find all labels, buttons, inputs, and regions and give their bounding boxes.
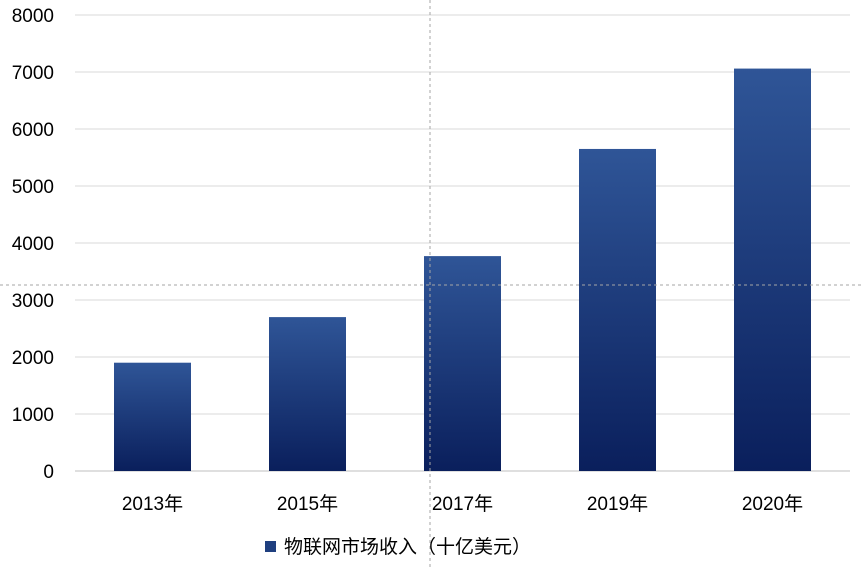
x-tick-label: 2017年 [432,493,493,515]
bar-2020年 [734,68,811,471]
legend-swatch [265,541,276,552]
x-tick-label: 2019年 [587,493,648,515]
bar-2019年 [579,148,656,471]
x-tick-label: 2013年 [122,493,183,515]
x-tick-label: 2015年 [277,493,338,515]
legend: 物联网市场收入（十亿美元） [265,536,531,558]
bar-2013年 [114,362,191,471]
y-tick-label: 0 [43,462,54,483]
bar-2017年 [424,256,501,471]
y-tick-label: 3000 [12,291,54,312]
legend-label: 物联网市场收入（十亿美元） [284,536,531,558]
x-tick-label: 2020年 [742,493,803,515]
y-tick-label: 1000 [12,405,54,426]
y-tick-label: 6000 [12,120,54,141]
x-axis-ticks: 2013年 2015年 2017年 2019年 2020年 [122,493,803,515]
y-tick-label: 2000 [12,348,54,369]
bar-2015年 [269,317,346,471]
y-tick-label: 7000 [12,63,54,84]
y-tick-label: 8000 [12,6,54,27]
y-tick-label: 5000 [12,177,54,198]
bars [114,68,811,471]
y-tick-label: 4000 [12,234,54,255]
y-axis-ticks: 0 1000 2000 3000 4000 5000 6000 7000 8000 [12,6,54,483]
gridlines [75,14,850,472]
